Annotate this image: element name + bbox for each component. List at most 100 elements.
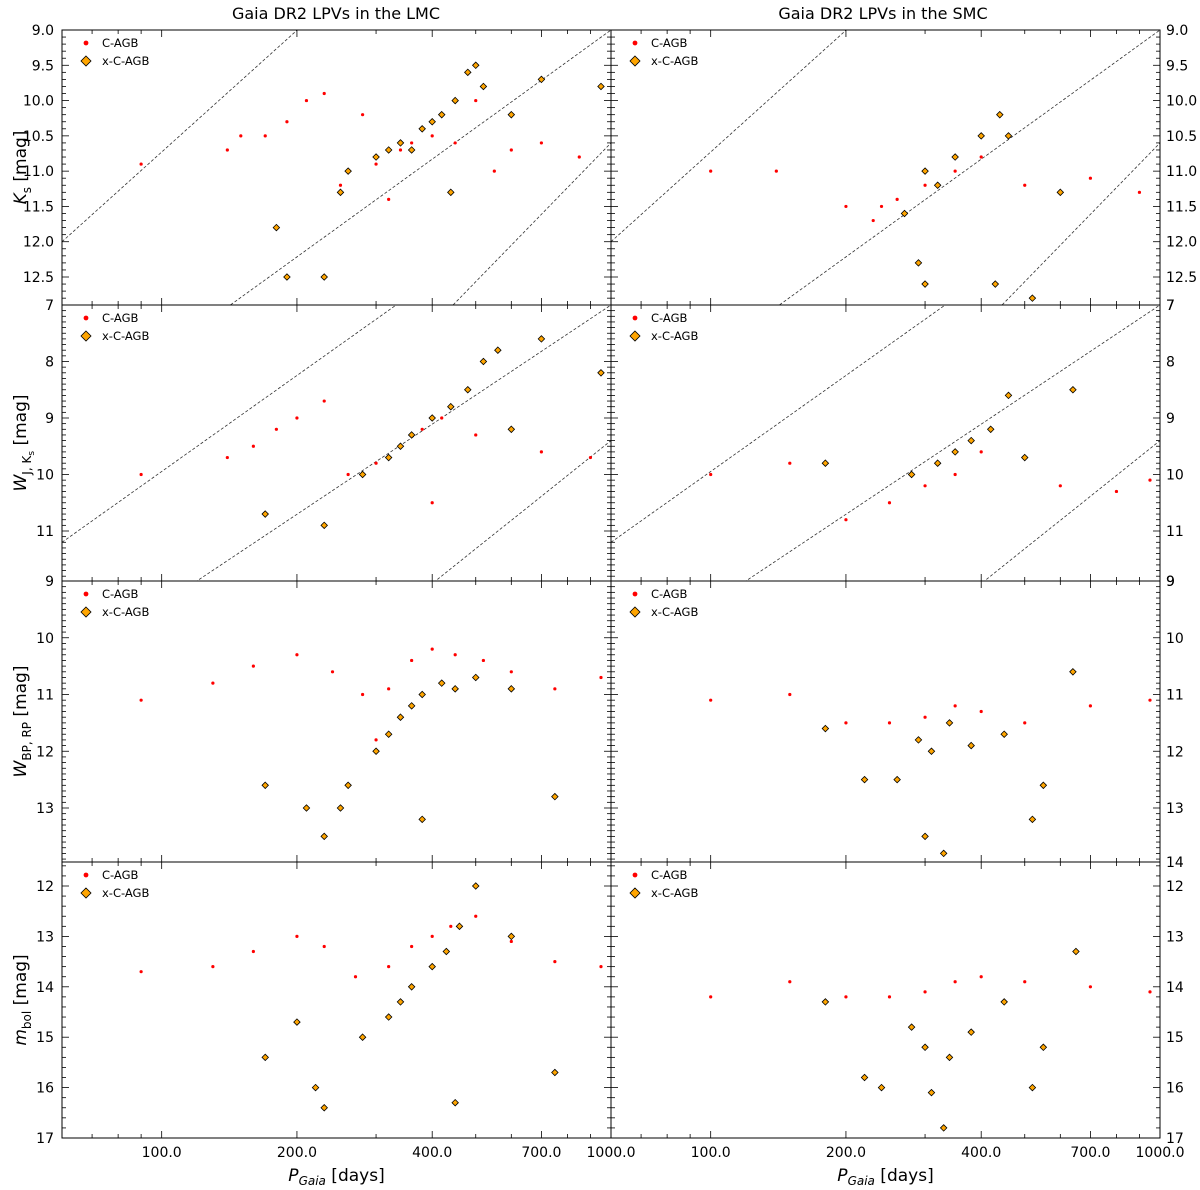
guide-line-1 [745,305,1160,581]
x-c-agb-point [933,181,942,190]
x-c-agb-point [336,188,345,197]
legend-x-c-agb-marker [80,606,92,618]
x-c-agb-point [396,713,405,721]
x-c-agb-point [358,470,367,479]
c-agb-point [251,444,255,448]
y-label-unit: [mag] [11,666,31,722]
c-agb-point [844,518,848,522]
c-agb-point [577,155,581,159]
x-c-agb-point [372,153,380,161]
legend-c-agb-marker [83,315,89,321]
y-tick-label-right: 7 [1166,298,1175,314]
y-tick-label-left: 11 [36,524,54,540]
y-tick-label-left: 10 [36,468,54,484]
boundary-label: 14 [1166,855,1184,871]
y-tick-label-right: 16 [1166,1081,1184,1097]
legend-c-agb-marker [83,40,89,46]
y-tick-label-left: 11.5 [23,199,54,215]
legend-c-agb-marker [632,315,638,321]
c-agb-point [923,990,927,994]
y-tick-label-left: 12.5 [23,270,54,286]
x-c-agb-point [261,1053,269,1062]
x-label-main: P [837,1166,848,1186]
x-c-agb-point [921,167,929,175]
y-tick-label-left: 12.0 [23,235,54,251]
x-c-agb-point [407,702,416,710]
c-agb-point [304,98,309,103]
x-c-agb-point [1004,132,1013,140]
x-c-agb-point [951,153,959,161]
y-label-sub: BP, RP [20,722,34,761]
panel-frame [61,580,612,863]
x-c-agb-point [1028,294,1037,302]
legend-c-agb-label: C-AGB [102,36,139,50]
x-label-unit: [days] [326,1166,385,1186]
x-c-agb-point [991,280,1000,288]
panel-smc-row-1: C-AGB x-C-AGB [610,304,1161,582]
c-agb-point [887,721,892,725]
c-agb-point [139,970,143,974]
x-c-agb-point [1072,947,1080,956]
c-agb-point [953,169,957,173]
y-label-main: W [11,759,31,777]
y-tick-label-right: 12 [1166,744,1184,760]
c-agb-point [923,484,927,488]
c-agb-point [322,399,326,403]
y-tick-label-right: 11 [1166,524,1184,540]
c-agb-point [844,721,848,725]
guide-line-0 [62,30,298,243]
legend-c-agb-marker [632,40,638,46]
x-c-agb-point [939,849,948,858]
y-label-sub: J, K [20,455,34,476]
c-agb-point [353,975,358,979]
x-c-agb-point [507,932,516,941]
c-agb-point [346,472,350,477]
c-agb-point [887,501,892,505]
c-agb-point [887,995,892,999]
c-agb-point [895,197,899,201]
y-tick-label-right: 10.5 [1166,129,1197,145]
y-axis-label-row-0: Ks [mag] [11,131,34,205]
y-tick-label-right: 13 [1166,801,1184,817]
y-tick-label-right: 10 [1166,468,1184,484]
panel-smc-row-2: C-AGB x-C-AGB [610,580,1161,863]
c-agb-point [449,924,453,928]
legend-x-c-agb-label: x-C-AGB [102,54,149,68]
boundary-label: 9 [1166,574,1175,590]
x-label-main: P [288,1166,299,1186]
legend-c-agb-marker [632,591,638,597]
x-c-agb-point [261,781,269,790]
x-label-sub: Gaia [848,1174,875,1188]
panel-frame [610,580,1161,863]
x-c-agb-point [860,775,869,784]
y-tick-label-left: 10.5 [23,129,54,145]
c-agb-point [1148,698,1152,702]
c-agb-point [387,965,391,969]
c-agb-point [474,433,478,437]
x-c-agb-point [311,1083,320,1092]
c-agb-point [453,141,457,145]
x-c-agb-point [914,736,923,744]
x-c-agb-point [344,781,352,790]
x-c-agb-point [907,470,916,479]
legend-x-c-agb-marker [629,887,641,899]
panel-lmc-row-0: C-AGB x-C-AGB [61,29,612,306]
c-agb-point [239,134,243,138]
x-tick-label: 400.0 [412,1145,452,1161]
guide-line-2 [983,440,1160,581]
x-c-agb-point [418,815,426,824]
y-label-subsub: s [27,451,37,456]
x-c-agb-point [471,673,480,682]
guide-line-2 [1001,142,1160,305]
c-agb-point [979,975,983,979]
c-agb-point [1058,484,1062,488]
c-agb-point [139,472,143,477]
guide-line-1 [229,30,611,305]
y-label-main: W [11,474,31,492]
c-agb-point [274,427,278,431]
x-c-agb-point [921,1043,929,1052]
x-c-agb-point [921,832,929,841]
c-agb-point [599,965,603,969]
c-agb-point [211,681,215,685]
x-c-agb-point [893,775,901,784]
